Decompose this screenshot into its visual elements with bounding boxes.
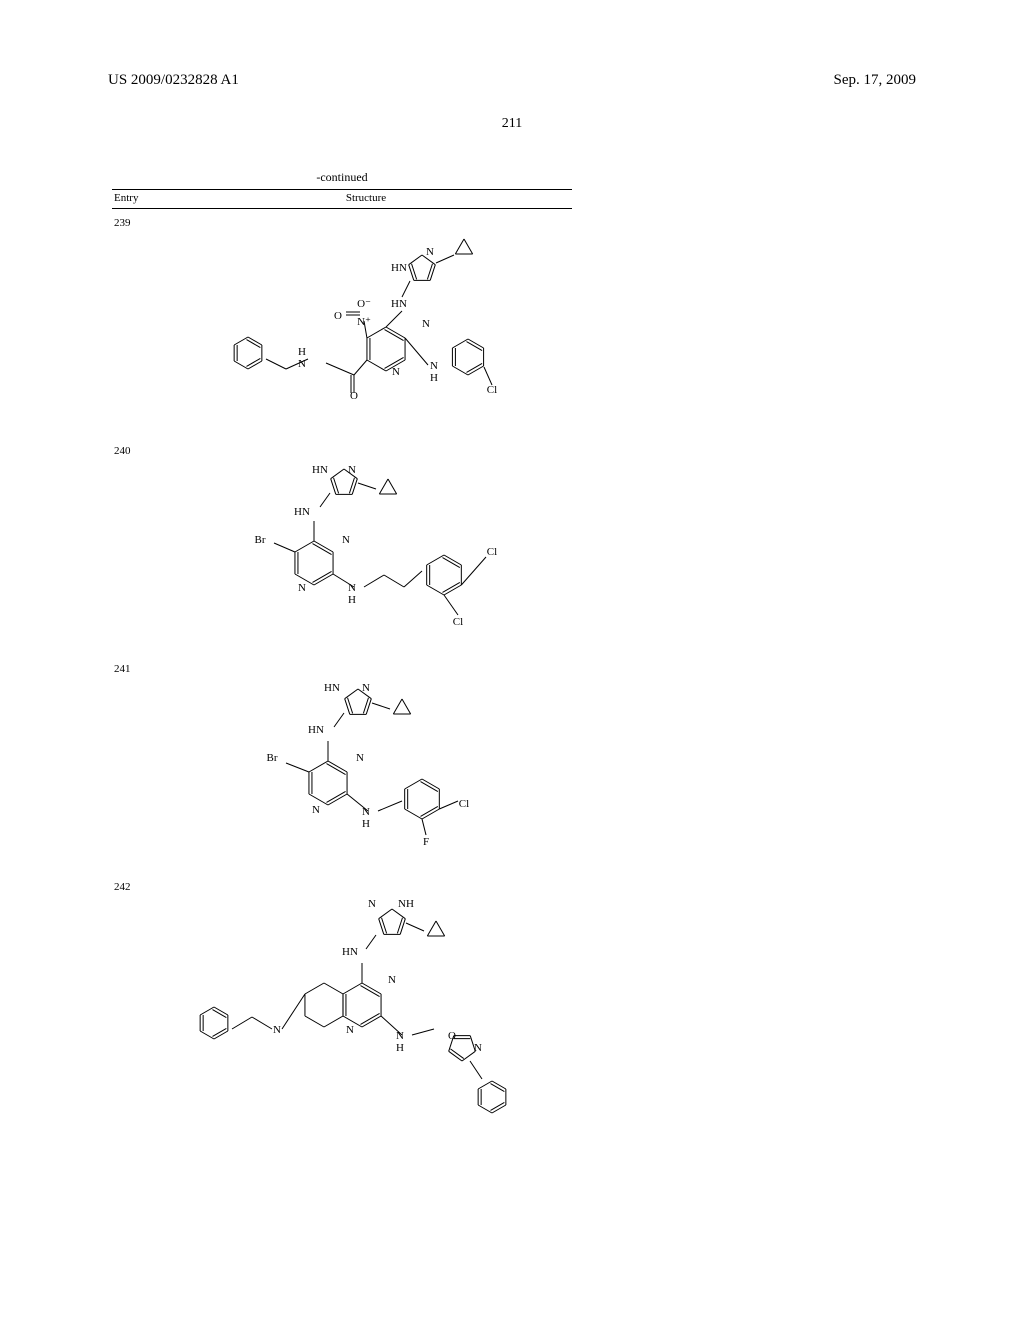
svg-text:Br: Br xyxy=(267,752,278,764)
svg-text:Cl: Cl xyxy=(487,546,497,558)
svg-text:Cl: Cl xyxy=(459,798,469,810)
chemical-structure: NNHHNNNNNHON xyxy=(152,879,572,1139)
table-row: 242NNHHNNNNNHON xyxy=(112,879,572,1139)
table-rule-mid xyxy=(112,208,572,209)
svg-text:NH: NH xyxy=(398,898,414,910)
table-row: 239NHNHNO⁻ON⁺NNNHHNOCl xyxy=(112,215,572,415)
structure-cell: NNHHNNNNNHON xyxy=(152,879,572,1139)
entry-number: 241 xyxy=(112,661,160,675)
svg-text:HN: HN xyxy=(312,464,328,476)
svg-text:HN: HN xyxy=(324,682,340,694)
svg-text:N: N xyxy=(388,974,396,986)
table-row: 240HNNHNBrNNNHClCl xyxy=(112,443,572,633)
svg-text:N: N xyxy=(396,1030,404,1042)
svg-text:N: N xyxy=(362,806,370,818)
svg-text:Br: Br xyxy=(255,534,266,546)
svg-text:N⁺: N⁺ xyxy=(357,316,371,328)
col-header-structure: Structure xyxy=(160,192,572,204)
svg-text:N: N xyxy=(474,1042,482,1054)
col-header-entry: Entry xyxy=(112,192,160,204)
svg-text:N: N xyxy=(362,682,370,694)
svg-text:N: N xyxy=(368,898,376,910)
svg-text:N: N xyxy=(356,752,364,764)
svg-text:HN: HN xyxy=(342,946,358,958)
svg-text:Cl: Cl xyxy=(487,384,497,396)
doc-date: Sep. 17, 2009 xyxy=(834,72,917,89)
svg-text:N: N xyxy=(392,366,400,378)
svg-text:N: N xyxy=(348,582,356,594)
svg-text:Cl: Cl xyxy=(453,616,463,628)
svg-text:O: O xyxy=(448,1030,456,1042)
svg-text:F: F xyxy=(423,836,429,848)
svg-text:HN: HN xyxy=(391,262,407,274)
svg-text:N: N xyxy=(348,464,356,476)
svg-text:H: H xyxy=(430,372,438,384)
table-body: 239NHNHNO⁻ON⁺NNNHHNOCl240HNNHNBrNNNHClCl… xyxy=(112,215,572,1139)
table-row: 241HNNHNBrNNNHClF xyxy=(112,661,572,851)
svg-text:H: H xyxy=(396,1042,404,1054)
svg-text:N: N xyxy=(342,534,350,546)
structure-cell: NHNHNO⁻ON⁺NNNHHNOCl xyxy=(160,215,572,415)
entry-number: 242 xyxy=(112,879,152,893)
compound-table: -continued Entry Structure 239NHNHNO⁻ON⁺… xyxy=(112,170,572,1167)
svg-text:HN: HN xyxy=(294,506,310,518)
svg-text:H: H xyxy=(348,594,356,606)
svg-text:H: H xyxy=(298,346,306,358)
svg-text:N: N xyxy=(430,360,438,372)
svg-text:O⁻: O⁻ xyxy=(357,298,371,310)
chemical-structure: HNNHNBrNNNHClCl xyxy=(196,443,536,633)
svg-text:H: H xyxy=(362,818,370,830)
svg-text:N: N xyxy=(346,1024,354,1036)
page-number: 211 xyxy=(0,116,1024,132)
table-caption: -continued xyxy=(112,170,572,185)
svg-text:HN: HN xyxy=(391,298,407,310)
chemical-structure: HNNHNBrNNNHClF xyxy=(216,661,516,851)
svg-text:N: N xyxy=(298,358,306,370)
svg-text:N: N xyxy=(426,246,434,258)
entry-number: 240 xyxy=(112,443,160,457)
chemical-structure: NHNHNO⁻ON⁺NNNHHNOCl xyxy=(186,215,546,415)
table-header-row: Entry Structure xyxy=(112,190,572,208)
entry-number: 239 xyxy=(112,215,160,229)
svg-text:N: N xyxy=(422,318,430,330)
doc-number: US 2009/0232828 A1 xyxy=(108,72,239,89)
svg-text:HN: HN xyxy=(308,724,324,736)
structure-cell: HNNHNBrNNNHClF xyxy=(160,661,572,851)
svg-text:O: O xyxy=(350,390,358,402)
svg-text:N: N xyxy=(298,582,306,594)
svg-text:N: N xyxy=(312,804,320,816)
svg-text:O: O xyxy=(334,310,342,322)
svg-text:N: N xyxy=(273,1024,281,1036)
structure-cell: HNNHNBrNNNHClCl xyxy=(160,443,572,633)
